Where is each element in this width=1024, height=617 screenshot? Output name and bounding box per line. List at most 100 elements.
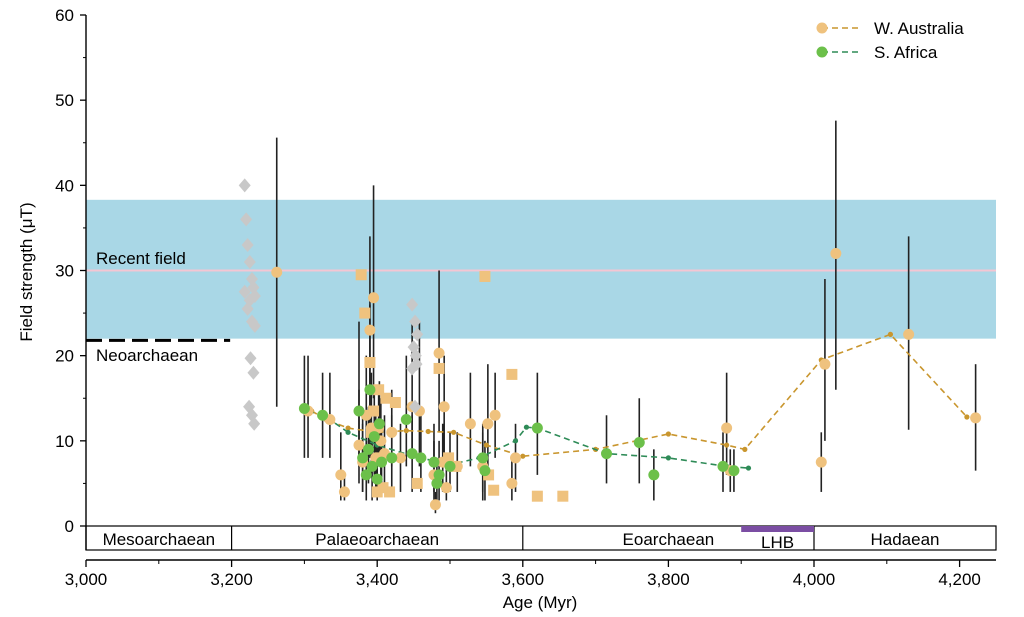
- data-point: [440, 482, 452, 494]
- data-point: [429, 499, 441, 511]
- data-point: [633, 437, 645, 449]
- data-point-diamond: [247, 365, 260, 380]
- data-point: [376, 456, 388, 468]
- eon-label: Eoarchaean: [623, 530, 715, 549]
- data-point: [431, 477, 443, 489]
- data-point: [357, 452, 369, 464]
- x-tick-label: 3,000: [65, 570, 108, 589]
- y-tick-label: 20: [55, 347, 74, 366]
- data-point: [386, 426, 398, 438]
- data-point: [368, 431, 380, 443]
- data-point: [648, 469, 660, 481]
- data-point-square: [389, 397, 401, 409]
- trend-node: [451, 429, 457, 435]
- trend-node: [345, 425, 351, 431]
- legend: W. Australia S. Africa: [816, 19, 964, 62]
- data-point: [601, 448, 613, 460]
- x-tick-label: 4,200: [938, 570, 981, 589]
- trend-node: [665, 455, 672, 461]
- eon-bar: Mesoarchaean Palaeoarchaean Eoarchaean Hada…: [85, 525, 997, 552]
- x-tick-label: 3,600: [502, 570, 545, 589]
- data-point: [335, 469, 347, 481]
- data-point-diamond: [238, 178, 251, 193]
- data-point-square: [359, 307, 371, 319]
- data-point-square: [373, 384, 385, 396]
- recent-field-label: Recent field: [96, 249, 186, 268]
- data-point-square: [506, 368, 518, 380]
- data-point: [366, 460, 378, 472]
- data-point: [364, 324, 376, 336]
- data-point-diamond: [248, 416, 261, 431]
- data-point-square: [355, 269, 367, 281]
- data-point: [373, 418, 385, 430]
- data-point-square: [364, 356, 376, 368]
- data-point: [364, 384, 376, 396]
- data-point: [394, 452, 406, 464]
- data-point: [970, 412, 982, 424]
- data-point: [353, 439, 365, 451]
- eon-label: Mesoarchaean: [103, 530, 215, 549]
- data-point: [371, 473, 383, 485]
- data-point-square: [443, 452, 455, 464]
- data-point: [721, 422, 733, 434]
- data-point: [489, 409, 501, 421]
- neoarchaean-label: Neoarchaean: [96, 346, 198, 365]
- data-point-diamond: [248, 318, 261, 333]
- data-point-diamond: [409, 348, 422, 363]
- data-point-diamond: [410, 357, 423, 372]
- y-tick-label: 10: [55, 432, 74, 451]
- data-point: [362, 443, 374, 455]
- lhb-bar: [741, 526, 814, 532]
- trend-node: [425, 428, 431, 435]
- data-point-diamond: [245, 272, 258, 287]
- data-point: [360, 469, 372, 481]
- x-tick-label: 3,200: [210, 570, 253, 589]
- data-point-diamond: [238, 284, 251, 299]
- data-points: [238, 178, 982, 511]
- data-point-square: [384, 486, 396, 498]
- data-point: [728, 465, 740, 477]
- trend-node: [964, 414, 970, 420]
- trend-node: [512, 438, 519, 444]
- data-point-diamond: [245, 408, 258, 423]
- data-point: [317, 409, 329, 421]
- axes: 0 10 20 30 40 50 60 3,000 3,200 3,400 3,600 3,800 4,…: [55, 6, 996, 589]
- data-point-diamond: [411, 327, 424, 342]
- data-point: [903, 328, 915, 340]
- trend-lines: [305, 331, 970, 471]
- data-point-square: [479, 270, 491, 282]
- trend-node: [345, 429, 351, 435]
- data-point-square: [368, 405, 380, 417]
- data-point: [510, 452, 522, 464]
- data-point-diamond: [406, 297, 419, 312]
- data-point-square: [371, 486, 383, 498]
- trend-node: [520, 453, 526, 459]
- data-point: [415, 452, 427, 464]
- trend-line: [307, 410, 749, 469]
- y-tick-label: 50: [55, 91, 74, 110]
- data-point: [482, 418, 494, 430]
- x-axis-label: Age (Myr): [503, 593, 578, 612]
- data-point: [406, 448, 418, 460]
- data-point-square: [531, 490, 543, 502]
- data-point-square: [380, 392, 392, 404]
- trend-node: [403, 428, 409, 434]
- data-point-diamond: [245, 314, 258, 329]
- trend-node: [887, 331, 894, 337]
- data-point: [353, 405, 365, 417]
- data-point: [531, 422, 543, 434]
- data-point: [717, 460, 729, 472]
- data-point-diamond: [240, 212, 253, 227]
- trend-line: [311, 333, 968, 458]
- data-point-square: [433, 362, 445, 374]
- x-tick-label: 3,400: [356, 570, 399, 589]
- y-tick-label: 0: [65, 517, 74, 536]
- data-point-square: [557, 490, 569, 502]
- data-point-diamond: [409, 314, 422, 329]
- eon-label: Hadaean: [870, 530, 939, 549]
- data-point: [271, 266, 283, 278]
- legend-label: S. Africa: [874, 43, 938, 62]
- data-point-square: [450, 460, 462, 472]
- data-point: [464, 418, 476, 430]
